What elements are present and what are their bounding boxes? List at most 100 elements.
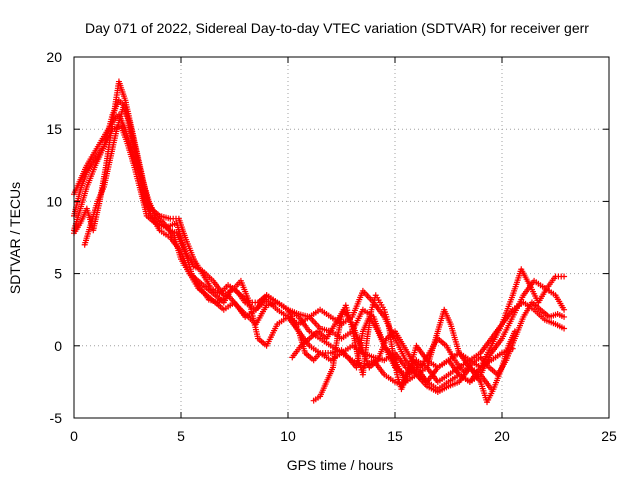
data-point-run	[95, 186, 106, 203]
data-point	[561, 306, 568, 313]
data-point-run	[111, 113, 121, 124]
data-point-run	[170, 215, 179, 222]
data-point-run	[447, 373, 461, 384]
data-point-run	[318, 381, 329, 398]
data-point-run	[254, 298, 268, 311]
data-point-run	[446, 359, 461, 376]
x-tick-label: 20	[494, 428, 510, 444]
data-point-run	[149, 214, 162, 232]
data-point-run	[121, 106, 132, 123]
data-point-run	[436, 337, 448, 348]
data-point	[561, 273, 568, 280]
data-point-run	[444, 344, 457, 362]
data-point-run	[312, 351, 322, 362]
data-point-run	[394, 379, 403, 387]
data-point-run	[533, 279, 546, 290]
data-point-run	[174, 232, 188, 253]
data-point-run	[308, 344, 321, 355]
data-point-run	[308, 308, 321, 319]
data-point-run	[485, 388, 496, 403]
data-point-run	[510, 268, 524, 297]
data-point-run	[101, 157, 113, 188]
data-point-run	[319, 337, 332, 348]
data-point-run	[210, 286, 221, 296]
data-point-run	[158, 228, 172, 240]
data-point-run	[495, 359, 509, 376]
y-tick-label: 15	[46, 121, 62, 137]
data-point-run	[436, 384, 450, 394]
data-point-run	[133, 150, 145, 181]
data-point-run	[93, 135, 106, 152]
data-point-run	[102, 121, 115, 138]
data-point-run	[276, 308, 289, 319]
data-point-run	[107, 128, 120, 159]
data-point-run	[193, 264, 204, 273]
data-point-run	[553, 294, 566, 311]
x-axis-title: GPS time / hours	[287, 457, 394, 473]
data-point-run	[545, 275, 558, 290]
x-tick-label: 5	[177, 428, 185, 444]
data-point-run	[478, 373, 493, 391]
data-point-run	[154, 214, 166, 225]
data-point-run	[71, 178, 83, 196]
data-point-run	[555, 273, 565, 280]
data-points	[71, 78, 568, 406]
data-point-run	[265, 298, 279, 311]
data-point-run	[84, 164, 98, 188]
data-point-run	[118, 125, 130, 145]
y-tick-label: 10	[46, 193, 62, 209]
data-point-run	[319, 308, 332, 319]
plot-frame	[73, 56, 610, 419]
data-point-run	[88, 200, 100, 224]
data-point-run	[500, 316, 515, 340]
data-point-run	[200, 272, 213, 289]
data-point-run	[276, 300, 289, 312]
data-point-run	[554, 322, 565, 331]
data-point-run	[78, 164, 89, 181]
data-point-run	[179, 258, 192, 275]
data-point-run	[478, 337, 493, 355]
data-point-run	[519, 268, 532, 287]
data-point-run	[162, 221, 177, 239]
data-point-run	[127, 121, 139, 152]
data-point-run	[319, 350, 332, 356]
data-point-run	[368, 358, 380, 369]
data-point-run	[364, 308, 375, 340]
data-point-run	[536, 287, 549, 304]
data-point-run	[530, 300, 542, 312]
data-point-run	[340, 348, 350, 359]
data-point-run	[426, 380, 439, 391]
data-point-run	[265, 293, 279, 304]
data-point-run	[556, 312, 565, 319]
data-point-run	[183, 251, 196, 268]
data-point-run	[490, 351, 503, 362]
data-point-run	[330, 337, 340, 369]
data-point-run	[231, 286, 243, 297]
data-point-run	[436, 358, 450, 369]
data-point-run	[222, 300, 236, 312]
series-track-7	[289, 299, 568, 378]
y-axis-title: SDTVAR / TECUs	[7, 182, 23, 294]
data-point-run	[290, 344, 303, 359]
data-point-run	[506, 330, 517, 347]
data-point-run	[512, 316, 526, 340]
data-point-run	[116, 80, 128, 102]
data-point-run	[239, 293, 251, 304]
x-tick-label: 10	[280, 428, 296, 444]
data-point-run	[350, 290, 365, 318]
data-point-run	[196, 279, 208, 290]
data-point-run	[214, 300, 226, 312]
data-point-run	[489, 323, 504, 347]
data-point-run	[72, 222, 83, 235]
chart-title: Day 071 of 2022, Sidereal Day-to-day VTE…	[85, 20, 589, 36]
data-point-run	[442, 308, 453, 326]
data-point-run	[462, 361, 474, 374]
data-point-run	[426, 358, 439, 369]
data-point-run	[256, 293, 268, 304]
data-point-run	[232, 301, 247, 319]
data-point-run	[543, 317, 557, 327]
data-point-run	[393, 337, 408, 362]
y-tick-label: -5	[50, 410, 63, 426]
